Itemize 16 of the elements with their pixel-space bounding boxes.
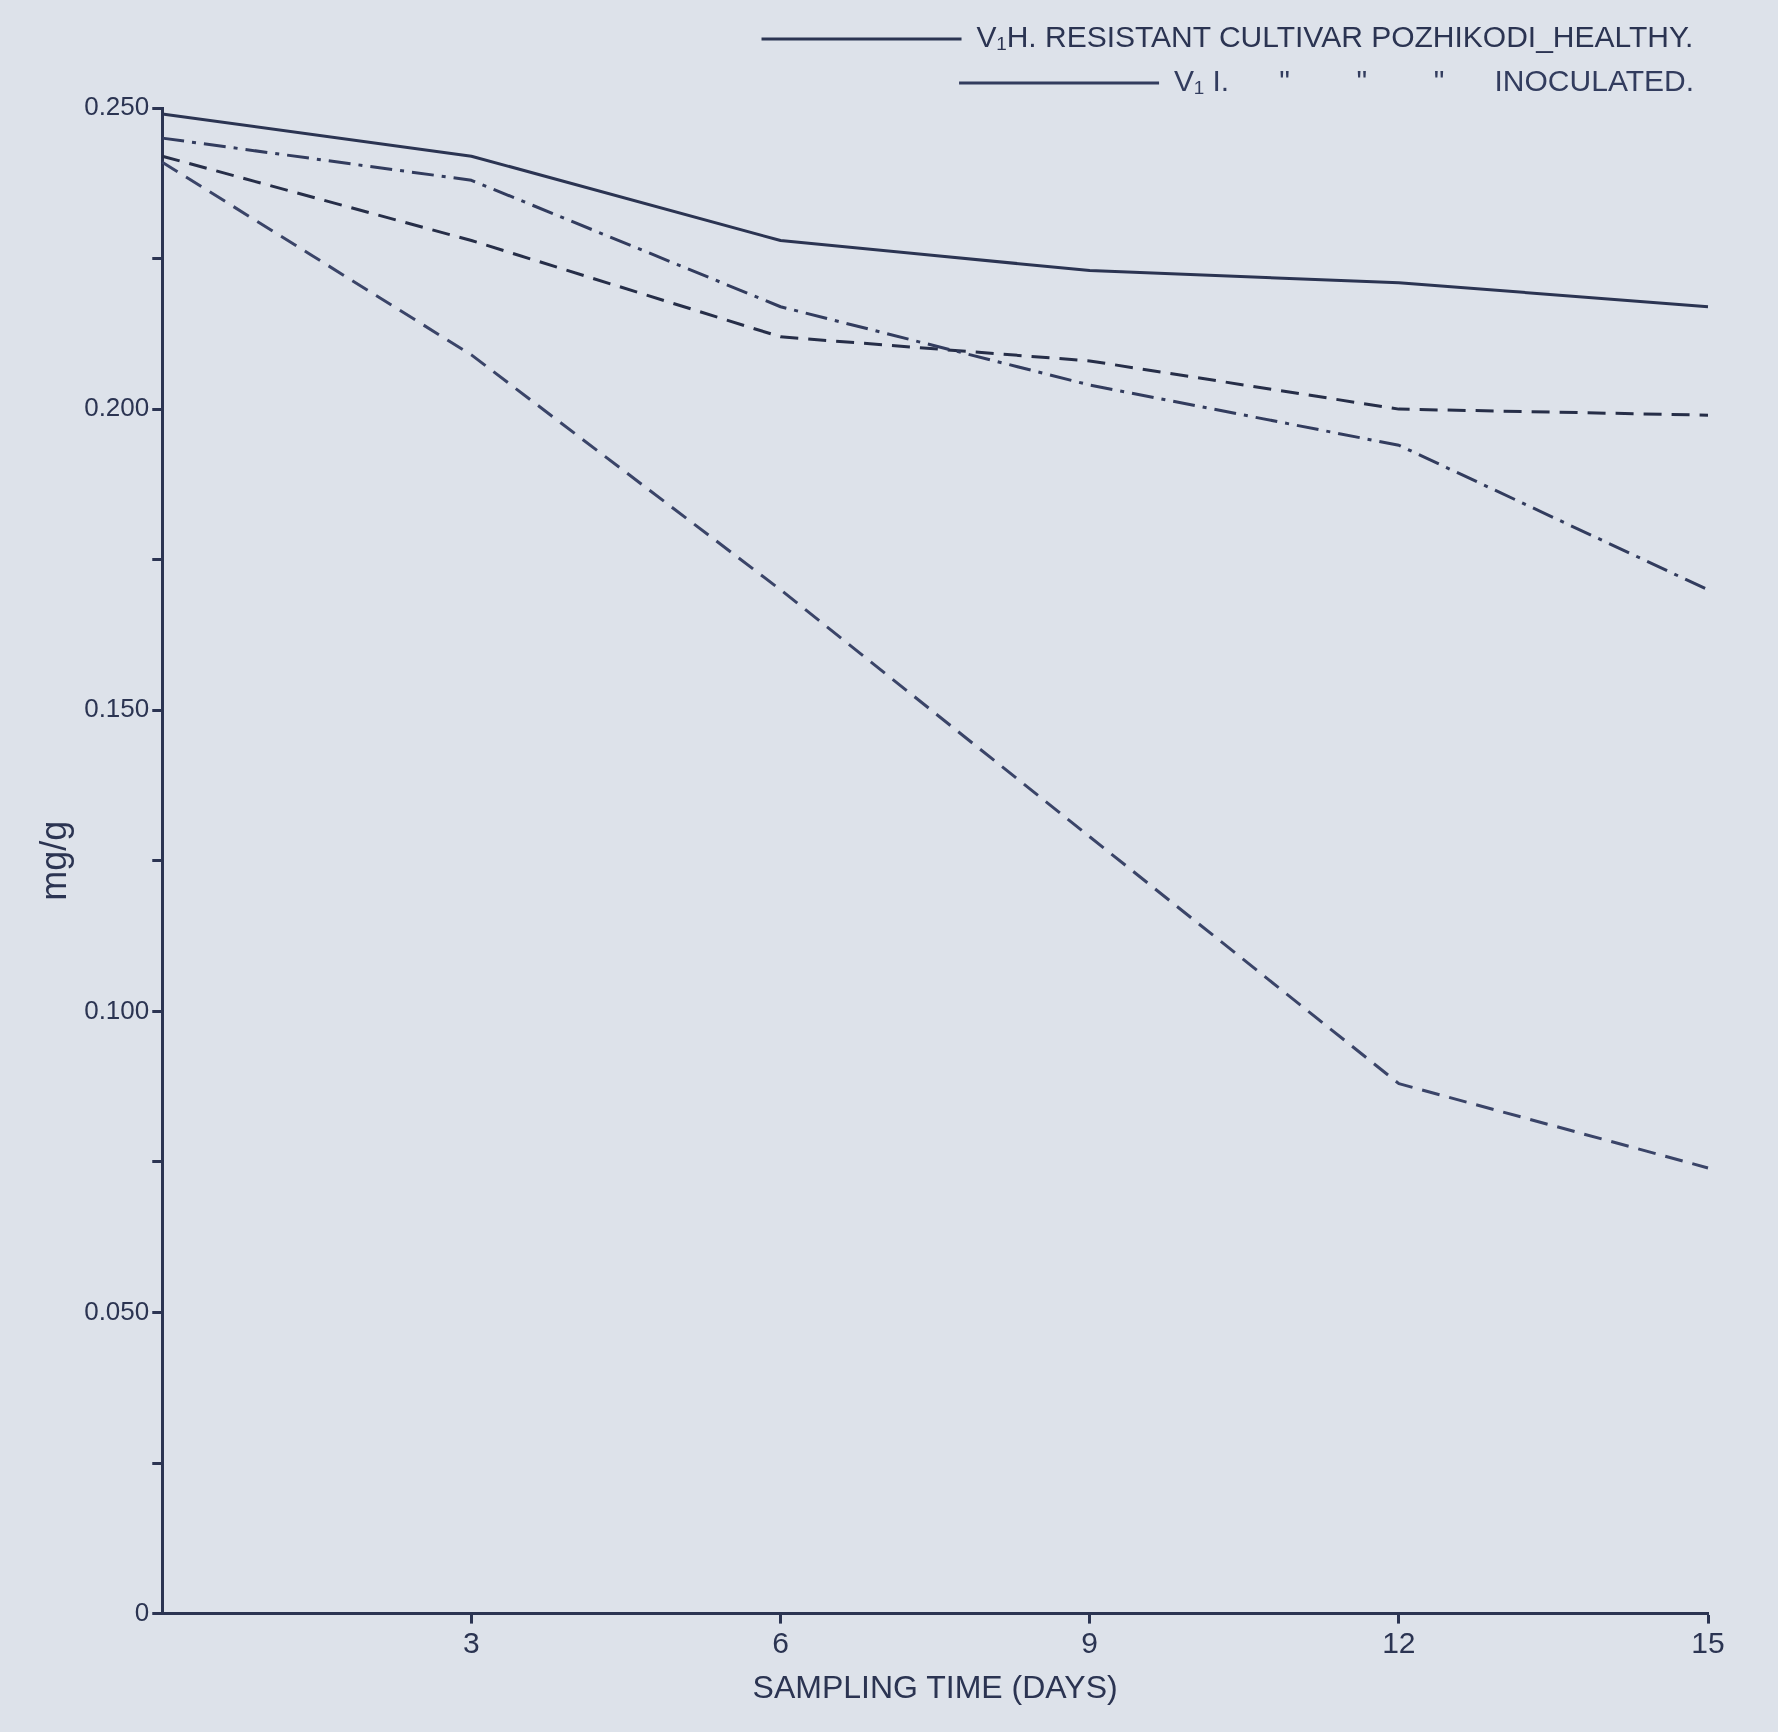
- y-axis-title: mg/g: [32, 820, 74, 901]
- text: V₁ I. " " " INOCULATED.: [1174, 64, 1695, 98]
- y-tick-label: 0.150: [84, 693, 150, 724]
- y-tick-label: 0.200: [84, 392, 150, 423]
- text: V₁H. RESISTANT CULTIVAR POZHIKODI_HEALTHY.: [976, 20, 1694, 54]
- x-tick-label: 6: [772, 1625, 789, 1659]
- x-tick-label: 15: [1691, 1625, 1725, 1659]
- y-tick-label: 0.250: [84, 91, 150, 122]
- y-tick-label: 0.100: [84, 994, 150, 1025]
- x-tick-label: 9: [1081, 1625, 1099, 1659]
- x-tick-label: 3: [463, 1625, 480, 1659]
- y-tick-label: 0.050: [84, 1295, 150, 1326]
- line-series: [160, 160, 1710, 1170]
- x-tick-label: 12: [1382, 1625, 1416, 1659]
- y-tick-label: 0: [134, 1596, 150, 1627]
- x-axis-title: SAMPLING TIME (DAYS): [752, 1668, 1118, 1705]
